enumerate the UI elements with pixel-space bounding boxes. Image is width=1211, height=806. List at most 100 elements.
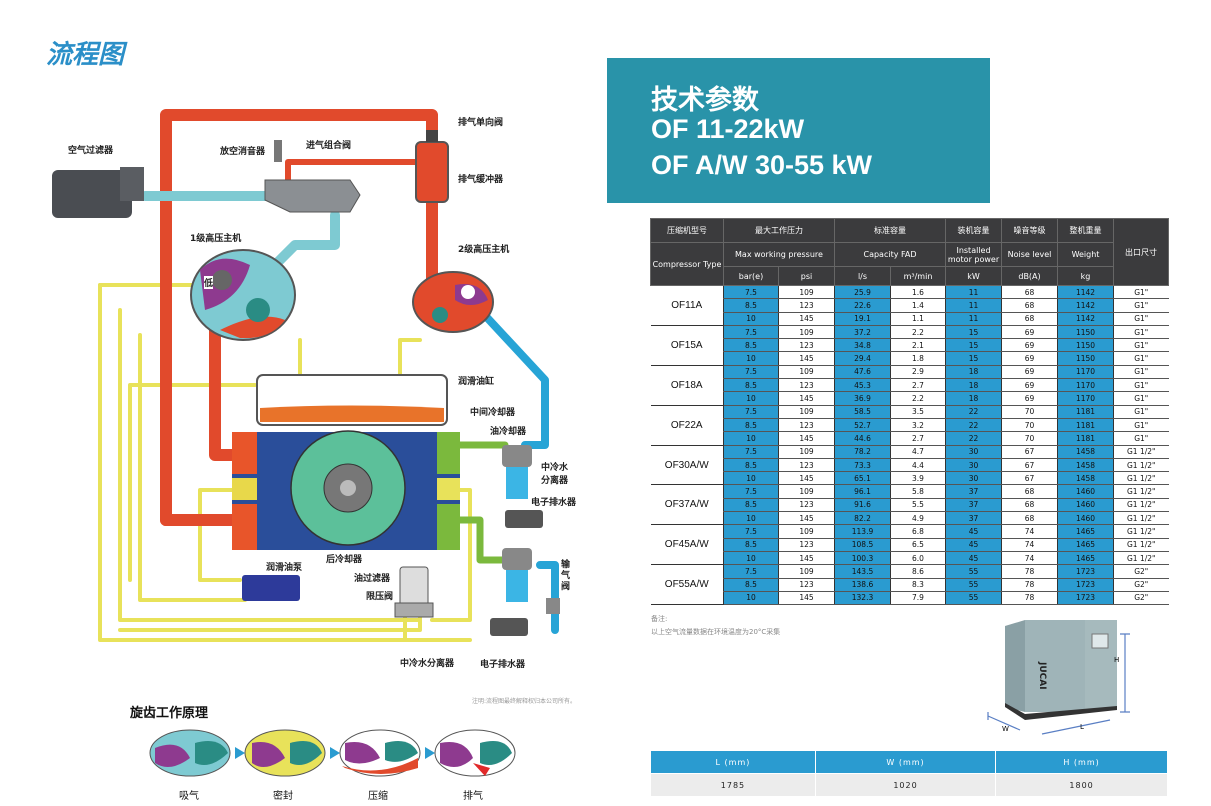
spec-cell: 37 bbox=[945, 511, 1002, 526]
spec-cell: 2.1 bbox=[890, 338, 946, 353]
spec-cell: 55 bbox=[945, 591, 1002, 606]
spec-cell: 1458 bbox=[1057, 445, 1114, 459]
intake-valve bbox=[264, 179, 361, 213]
principle-illustrations bbox=[149, 729, 516, 777]
spec-cell: G1 1/2" bbox=[1113, 498, 1169, 513]
model-type: OF37A/W bbox=[650, 484, 724, 526]
machine-brand-logo: JUCAI bbox=[1037, 661, 1047, 690]
stage2-compressor bbox=[412, 271, 494, 333]
spec-cell: 73.3 bbox=[834, 458, 891, 473]
unit-kg: kg bbox=[1057, 266, 1114, 286]
dims-height: 1800 bbox=[996, 774, 1167, 796]
arrow-icon bbox=[330, 747, 340, 759]
label-check-valve: 排气单向阀 bbox=[458, 118, 504, 128]
spec-cell: 67 bbox=[1001, 471, 1058, 486]
spec-cell: 5.5 bbox=[890, 498, 946, 513]
spec-cell: 145 bbox=[778, 471, 835, 486]
spec-cell: 1.4 bbox=[890, 298, 946, 313]
spec-cell: 1170 bbox=[1057, 391, 1114, 406]
spec-cell: 1150 bbox=[1057, 338, 1114, 353]
dim-label-h: H bbox=[1114, 656, 1120, 664]
spec-cell: G1 1/2" bbox=[1113, 445, 1169, 459]
air-filter bbox=[52, 170, 132, 218]
label-air-filter: 空气过滤器 bbox=[68, 146, 114, 156]
spec-cell: 30 bbox=[945, 458, 1002, 473]
spec-cell: 1142 bbox=[1057, 285, 1114, 300]
header-weight-cn: 整机重量 bbox=[1057, 218, 1114, 243]
spec-row: 10 145 82.2 4.9 37 68 1460 G1 1/2" bbox=[651, 511, 1169, 526]
spec-cell: G1 1/2" bbox=[1113, 471, 1169, 486]
spec-cell: 19.1 bbox=[834, 312, 891, 326]
spec-cell: 91.6 bbox=[834, 498, 891, 513]
notes-text: 以上空气流量数据在环境温度为20°C采集 bbox=[651, 628, 781, 636]
spec-cell: 69 bbox=[1001, 338, 1058, 353]
spec-cell: 123 bbox=[778, 458, 835, 473]
spec-cell: G1" bbox=[1113, 431, 1169, 446]
oil-filter bbox=[399, 566, 429, 608]
spec-cell: 65.1 bbox=[834, 471, 891, 486]
spec-cell: 67 bbox=[1001, 458, 1058, 473]
spec-cell: 1170 bbox=[1057, 378, 1114, 393]
spec-cell: 1181 bbox=[1057, 405, 1114, 419]
spec-cell: 7.5 bbox=[723, 325, 779, 340]
spec-cell: 10 bbox=[723, 351, 779, 366]
label-outlet-valve: 输 气 阀 bbox=[561, 560, 571, 592]
label-drain-2: 电子排水器 bbox=[480, 660, 526, 670]
spec-cell: G1" bbox=[1113, 285, 1169, 300]
spec-cell: 6.0 bbox=[890, 551, 946, 566]
spec-cell: 8.5 bbox=[723, 338, 779, 353]
model-type: OF11A bbox=[650, 285, 724, 326]
spec-cell: 7.5 bbox=[723, 445, 779, 459]
spec-cell: G1" bbox=[1113, 418, 1169, 433]
dims-length: 1785 bbox=[651, 774, 815, 796]
spec-cell: 2.9 bbox=[890, 365, 946, 380]
stage-label-intake: 吸气 bbox=[179, 791, 199, 802]
spec-cell: 11 bbox=[945, 298, 1002, 313]
spec-cell: 47.6 bbox=[834, 365, 891, 380]
spec-cell: 1458 bbox=[1057, 471, 1114, 486]
unit-m3min: m³/min bbox=[890, 266, 946, 286]
label-water-separator-2: 中冷水分离器 bbox=[400, 659, 455, 669]
spec-cell: G1" bbox=[1113, 405, 1169, 419]
flow-diagram bbox=[52, 109, 560, 642]
spec-cell: 30 bbox=[945, 471, 1002, 486]
spec-cell: 52.7 bbox=[834, 418, 891, 433]
flow-diagram-title: 流程图 bbox=[46, 40, 125, 70]
label-low: 低 bbox=[204, 276, 214, 289]
notes-heading: 备注: bbox=[651, 615, 668, 623]
model-type: OF22A bbox=[650, 405, 724, 446]
spec-cell: 10 bbox=[723, 431, 779, 446]
hot-air-pipes bbox=[160, 109, 438, 526]
spec-row: 8.5 123 108.5 6.5 45 74 1465 G1 1/2" bbox=[651, 538, 1169, 552]
dims-header-length: L (mm) bbox=[651, 751, 815, 773]
model-type: OF55A/W bbox=[650, 564, 724, 606]
spec-cell: 7.5 bbox=[723, 564, 779, 579]
label-stage1: 1级高压主机 bbox=[190, 234, 242, 244]
spec-cell: 70 bbox=[1001, 405, 1058, 419]
spec-cell: 109 bbox=[778, 445, 835, 459]
spec-row: OF22A 7.5 109 58.5 3.5 22 70 1181 G1" bbox=[650, 405, 1169, 446]
disclaimer: 注明:流程图最终解释权归本公司所有。 bbox=[472, 698, 577, 705]
spec-cell: 69 bbox=[1001, 351, 1058, 366]
spec-cell: 2.2 bbox=[890, 391, 946, 406]
spec-cell: 123 bbox=[778, 578, 835, 592]
spec-cell: 123 bbox=[778, 378, 835, 393]
spec-cell: 68 bbox=[1001, 498, 1058, 513]
spec-cell: 69 bbox=[1001, 378, 1058, 393]
spec-row: 8.5 123 22.6 1.4 11 68 1142 G1" bbox=[651, 298, 1169, 313]
header-power-en: Installed motor power bbox=[945, 242, 1002, 267]
spec-cell: 1465 bbox=[1057, 524, 1114, 539]
spec-cell: 8.5 bbox=[723, 418, 779, 433]
unit-dba: dB(A) bbox=[1001, 266, 1058, 286]
spec-cell: 37 bbox=[945, 498, 1002, 513]
spec-cell: 22 bbox=[945, 431, 1002, 446]
spec-cell: 123 bbox=[778, 338, 835, 353]
spec-cell: 67 bbox=[1001, 445, 1058, 459]
spec-cell: 34.8 bbox=[834, 338, 891, 353]
unit-psi: psi bbox=[778, 266, 835, 286]
spec-row: OF30A/W 7.5 109 78.2 4.7 30 67 1458 G1 1/2" bbox=[650, 445, 1169, 486]
outlet-valve bbox=[546, 598, 560, 614]
spec-cell: 1465 bbox=[1057, 551, 1114, 566]
spec-cell: 78 bbox=[1001, 564, 1058, 579]
spec-cell: 45.3 bbox=[834, 378, 891, 393]
